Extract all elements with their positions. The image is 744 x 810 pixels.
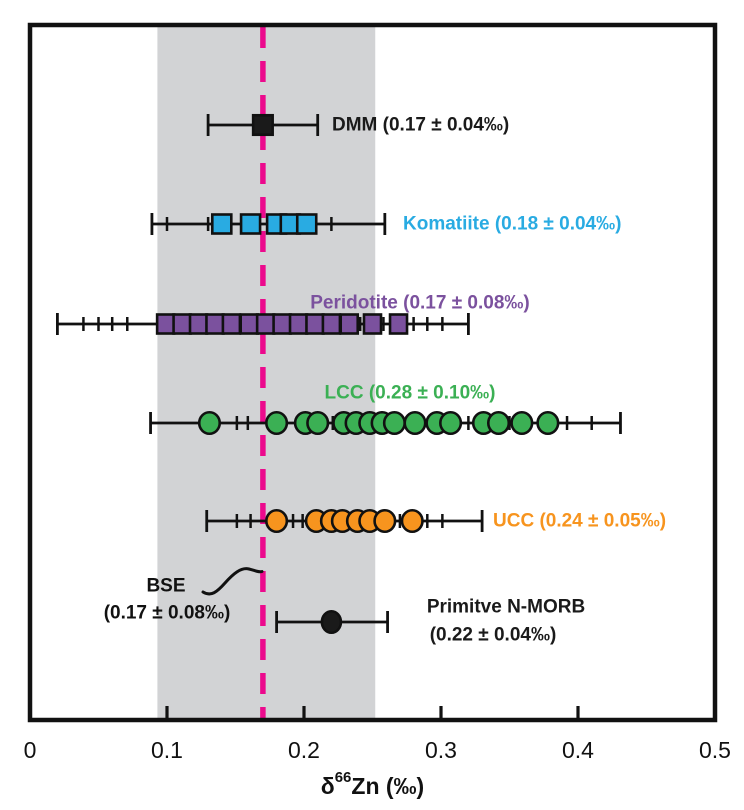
series-label-lcc: LCC (0.28 ± 0.10‰) [325, 383, 496, 404]
data-point-circle [403, 410, 427, 436]
data-point-square [188, 313, 209, 335]
data-point-square [155, 313, 176, 335]
series-primitve-n-morb: Primitve N-MORB (0.22 ± 0.04‰) [275, 597, 585, 646]
series-label-primitve-n-morb: Primitve N-MORB [427, 597, 585, 618]
data-point-square [388, 313, 409, 335]
data-point-circle [320, 609, 343, 635]
data-point-square [321, 313, 342, 335]
data-point-circle [382, 410, 406, 436]
series-dmm: DMM (0.17 ± 0.04‰) [206, 113, 509, 137]
bse-range-band [157, 27, 376, 718]
series-label2-primitve-n-morb: (0.22 ± 0.04‰) [430, 625, 557, 646]
x-axis-tick-label: 0.4 [562, 737, 594, 763]
bse-annotation: BSE (0.17 ± 0.08‰) [104, 567, 264, 624]
x-axis-tick-label: 0.2 [288, 737, 320, 763]
data-point-square [239, 213, 262, 235]
data-point-square [272, 313, 292, 335]
series-label-ucc: UCC (0.24 ± 0.05‰) [493, 511, 666, 532]
series-label-dmm: DMM (0.17 ± 0.04‰) [332, 115, 509, 136]
series-ucc: UCC (0.24 ± 0.05‰) [205, 508, 666, 534]
data-point-circle [197, 410, 222, 436]
data-point-circle [373, 508, 397, 534]
data-point-circle [265, 508, 289, 534]
data-point-circle [536, 410, 560, 436]
data-point-square [305, 313, 325, 335]
series-lcc: LCC (0.28 ± 0.10‰) [149, 383, 622, 436]
bse-stats-label: (0.17 ± 0.08‰) [104, 603, 231, 624]
data-point-square [255, 313, 276, 335]
data-point-square [295, 213, 318, 235]
data-point-square [205, 313, 225, 335]
x-axis-title-superscript: 66 [335, 769, 352, 786]
series-label-komatiite: Komatiite (0.18 ± 0.04‰) [403, 214, 621, 235]
data-point-circle [510, 410, 534, 436]
data-point-square [251, 113, 274, 137]
series-label-peridotite: Peridotite (0.17 ± 0.08‰) [310, 293, 530, 314]
plot-border [27, 22, 718, 723]
x-axis-title: δ66Zn (‰) [321, 769, 424, 800]
data-point-circle [306, 410, 330, 436]
data-point-circle [400, 508, 424, 534]
data-point-circle [265, 410, 289, 436]
data-point-square [339, 313, 360, 335]
data-point-square [221, 313, 242, 335]
x-axis-tick-label: 0.1 [151, 737, 183, 763]
series-peridotite: Peridotite (0.17 ± 0.08‰) [56, 293, 530, 335]
data-point-square [288, 313, 309, 335]
data-point-circle [439, 410, 463, 436]
x-axis-tick-label: 0 [24, 737, 37, 763]
x-axis-title-rest: Zn (‰) [351, 773, 424, 799]
data-point-square [211, 213, 233, 235]
data-point-square [362, 313, 383, 335]
bse-name-label: BSE [146, 576, 185, 597]
x-axis-title-delta: δ [321, 773, 335, 799]
series-komatiite: Komatiite (0.18 ± 0.04‰) [150, 213, 621, 235]
data-point-circle [486, 410, 511, 436]
bse-connector-squiggle [201, 567, 264, 596]
x-axis-tick-label: 0.3 [425, 737, 457, 763]
data-point-square [239, 313, 259, 335]
x-axis-tick-label: 0.5 [699, 737, 731, 763]
data-point-square [172, 313, 192, 335]
